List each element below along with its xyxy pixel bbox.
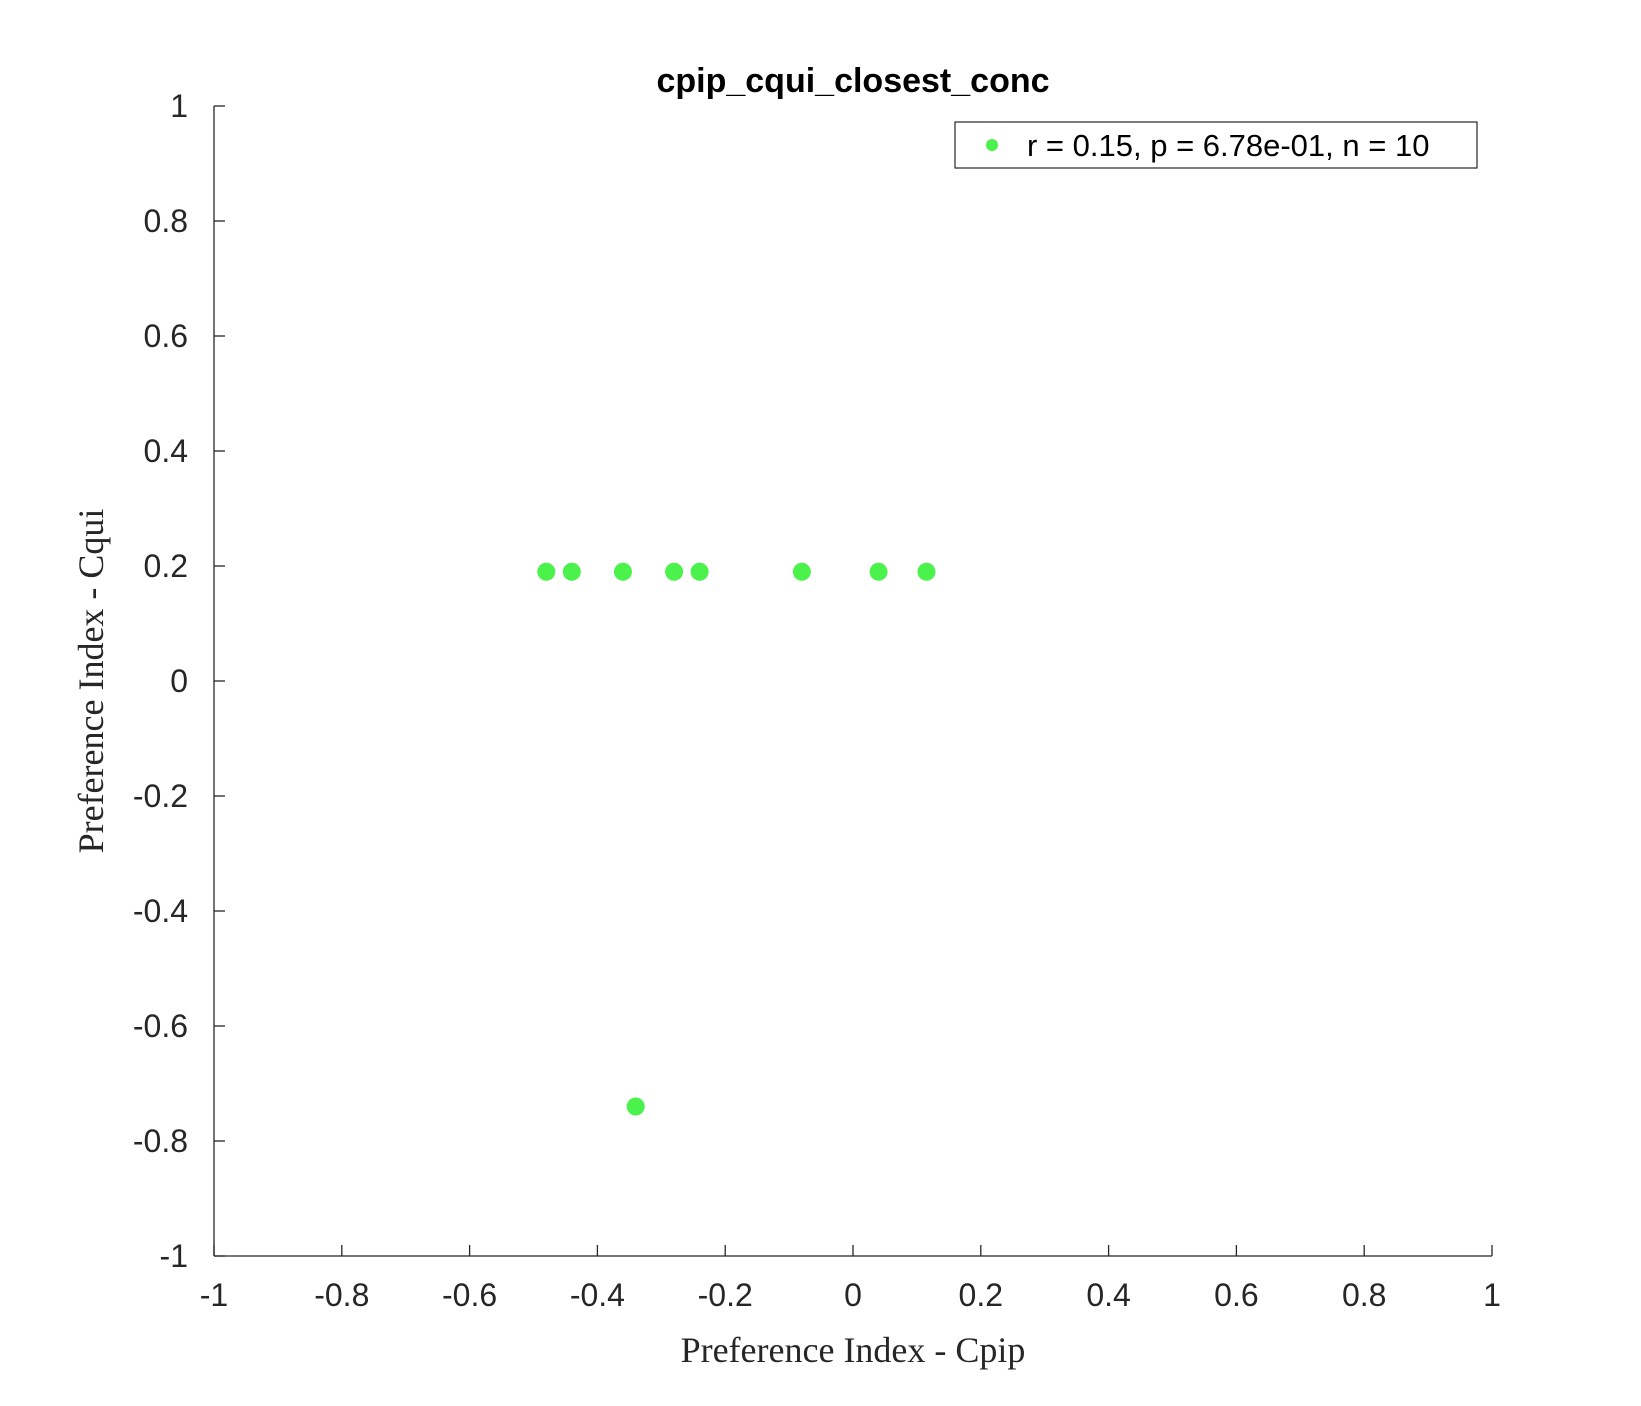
x-tick-label: 1	[1483, 1277, 1501, 1313]
y-tick-label: 1	[170, 88, 188, 124]
x-axis-label: Preference Index - Cpip	[681, 1330, 1026, 1370]
x-tick-label: -1	[200, 1277, 228, 1313]
data-point	[793, 563, 811, 581]
data-point	[563, 563, 581, 581]
chart-title: cpip_cqui_closest_conc	[656, 62, 1049, 100]
y-tick-label: 0.4	[144, 433, 188, 469]
y-tick-label: -0.2	[133, 778, 188, 814]
y-tick-label: -0.4	[133, 893, 188, 929]
y-tick-label: -0.8	[133, 1123, 188, 1159]
y-tick-label: 0.8	[144, 203, 188, 239]
x-tick-label: 0.2	[959, 1277, 1003, 1313]
x-tick-label: 0.6	[1214, 1277, 1258, 1313]
data-point	[627, 1098, 645, 1116]
data-point	[614, 563, 632, 581]
y-tick-label: 0.2	[144, 548, 188, 584]
x-tick-label: -0.4	[570, 1277, 625, 1313]
data-point	[870, 563, 888, 581]
data-point	[665, 563, 683, 581]
y-axis-label: Preference Index - Cqui	[71, 509, 111, 854]
x-tick-label: -0.6	[442, 1277, 497, 1313]
x-tick-label: -0.8	[314, 1277, 369, 1313]
legend-label: r = 0.15, p = 6.78e-01, n = 10	[1027, 128, 1429, 163]
y-tick-label: -1	[160, 1238, 188, 1274]
y-tick-label: 0.6	[144, 318, 188, 354]
data-point	[691, 563, 709, 581]
x-tick-label: 0.8	[1342, 1277, 1386, 1313]
x-tick-label: 0	[844, 1277, 862, 1313]
legend: r = 0.15, p = 6.78e-01, n = 10	[955, 122, 1477, 168]
data-point	[537, 563, 555, 581]
x-tick-label: -0.2	[698, 1277, 753, 1313]
legend-marker	[986, 139, 998, 151]
y-tick-label: 0	[170, 663, 188, 699]
y-tick-label: -0.6	[133, 1008, 188, 1044]
data-point	[917, 563, 935, 581]
x-tick-label: 0.4	[1086, 1277, 1130, 1313]
